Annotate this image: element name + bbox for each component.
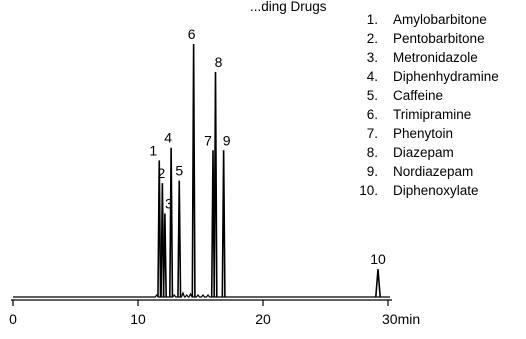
- legend-name-9: Nordiazepam: [393, 164, 473, 179]
- legend-name-2: Pentobarbitone: [393, 31, 485, 46]
- legend-number-3: 3.: [367, 50, 378, 65]
- legend-number-5: 5.: [367, 88, 378, 103]
- peak-8: [213, 71, 218, 298]
- legend-name-3: Metronidazole: [393, 50, 478, 65]
- peak-10: [375, 269, 381, 298]
- peak-label-7: 7: [204, 132, 212, 148]
- peak-1: [157, 160, 162, 298]
- peak-2: [160, 183, 165, 298]
- peak-9: [221, 150, 226, 298]
- x-axis: 0 10 20 30min: [9, 299, 420, 327]
- legend-number-1: 1.: [367, 12, 378, 27]
- legend-name-7: Phenytoin: [393, 126, 453, 141]
- peak-label-2: 2: [157, 165, 165, 181]
- legend-name-5: Caffeine: [393, 88, 443, 103]
- chromatogram-trace-layer: [13, 43, 390, 298]
- legend-number-6: 6.: [367, 107, 378, 122]
- x-tick-label-10: 10: [130, 311, 146, 327]
- legend-name-1: Amylobarbitone: [393, 12, 487, 27]
- legend-number-4: 4.: [367, 69, 378, 84]
- legend-number-7: 7.: [367, 126, 378, 141]
- peak-labels: 123 4 5 6 7 8 9 10: [149, 26, 386, 267]
- peak-label-3: 3: [165, 196, 173, 212]
- x-tick-label-30: 30min: [382, 311, 420, 327]
- chart-title-partial: ...ding Drugs: [250, 0, 327, 14]
- legend-name-10: Diphenoxylate: [393, 183, 479, 198]
- legend-number-8: 8.: [367, 145, 378, 160]
- legend-number-9: 9.: [367, 164, 378, 179]
- peak-5: [177, 180, 182, 298]
- baseline-trace: [13, 291, 390, 298]
- peak-label-9: 9: [223, 132, 231, 148]
- x-tick-label-20: 20: [255, 311, 271, 327]
- peak-label-10: 10: [370, 251, 386, 267]
- legend-name-8: Diazepam: [393, 145, 454, 160]
- legend-number-10: 10.: [359, 183, 378, 198]
- peak-label-6: 6: [188, 26, 196, 42]
- legend-number-2: 2.: [367, 31, 378, 46]
- peak-label-4: 4: [164, 130, 172, 146]
- peak-label-1: 1: [149, 142, 157, 158]
- peak-label-8: 8: [215, 54, 223, 70]
- peak-label-5: 5: [175, 163, 183, 179]
- peak-4: [169, 147, 174, 298]
- legend-name-6: Trimipramine: [393, 107, 471, 122]
- legend-name-4: Diphenhydramine: [393, 69, 499, 84]
- peak-3: [162, 213, 167, 298]
- peak-6: [191, 43, 196, 298]
- legend: 1. Amylobarbitone 2. Pentobarbitone 3. Metron…: [359, 12, 499, 198]
- x-tick-label-0: 0: [9, 311, 17, 327]
